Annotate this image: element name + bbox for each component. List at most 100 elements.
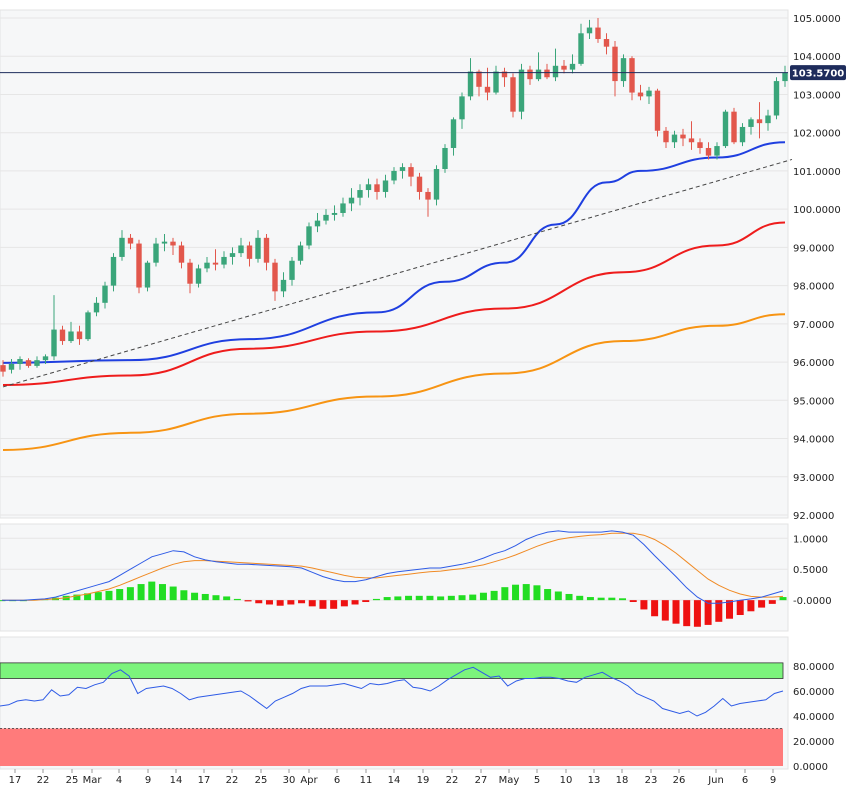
candle-body	[306, 226, 312, 246]
candle-body	[476, 71, 482, 87]
candle-body	[127, 237, 134, 244]
x-tick-label: 17	[9, 775, 22, 786]
macd-histogram-bar	[287, 600, 295, 605]
moving-averages	[2, 141, 786, 452]
price-y-tick-label: 98.0000	[793, 282, 834, 293]
candle-body	[85, 312, 91, 340]
macd-histogram-bar	[201, 593, 209, 601]
candle-body	[722, 111, 729, 147]
candle-body	[178, 245, 185, 263]
price-y-tick-label: 93.0000	[793, 473, 834, 484]
candle-body	[8, 363, 15, 370]
macd-histogram-bar	[758, 600, 766, 608]
macd-histogram-bar	[73, 594, 81, 601]
price-y-tick-label: 99.0000	[793, 243, 834, 254]
x-tick-label: Apr	[300, 775, 318, 786]
candle-body	[153, 243, 159, 263]
macd-histogram-bar	[608, 597, 616, 601]
candle-body	[51, 329, 57, 357]
x-tick-label: 5	[534, 775, 540, 786]
macd-histogram-bar	[319, 600, 327, 609]
x-tick-label: 22	[446, 775, 459, 786]
macd-histogram-bar	[586, 597, 594, 601]
macd-histogram-bar	[137, 584, 145, 601]
last-price-label: 103.5700	[792, 69, 845, 80]
candle-body	[391, 170, 397, 181]
macd-histogram-bar	[447, 595, 455, 601]
candle-body	[705, 147, 712, 156]
candle-body	[212, 262, 219, 265]
x-tick-label: 22	[226, 775, 239, 786]
macd-histogram-bar	[512, 584, 520, 601]
x-tick-label: 14	[170, 775, 183, 786]
price-y-tick-label: 103.0000	[793, 90, 841, 101]
macd-histogram-bar	[383, 597, 391, 601]
candle-body	[255, 237, 261, 259]
candle-body	[765, 115, 771, 124]
macd-histogram-bar	[84, 593, 92, 601]
macd-histogram-bar	[244, 600, 252, 602]
candle-body	[637, 92, 644, 97]
x-tick-label: 6	[742, 775, 748, 786]
candle-body	[408, 167, 414, 177]
x-tick-label: 9	[145, 775, 151, 786]
x-tick-label: 13	[588, 775, 601, 786]
macd-histogram-bar	[126, 587, 134, 601]
candle-body	[484, 86, 491, 93]
rsi-line	[0, 666, 784, 717]
price-y-tick-label: 95.0000	[793, 396, 834, 407]
macd-histogram-bar	[233, 598, 241, 601]
candle-body	[59, 329, 66, 342]
x-tick-label: 14	[388, 775, 401, 786]
rsi-oversold-zone	[0, 728, 783, 766]
rsi-y-tick-label: 0.0000	[793, 762, 828, 773]
macd-histogram-bar	[426, 595, 434, 601]
candle-body	[671, 134, 678, 143]
candle-body	[416, 176, 423, 192]
macd-histogram-bar	[661, 600, 669, 621]
macd-histogram-bar	[458, 595, 466, 601]
candle-body	[17, 359, 23, 364]
candle-body	[297, 245, 304, 261]
macd-histogram-bar	[308, 600, 316, 607]
candle-body	[620, 58, 627, 82]
x-tick-label: 30	[283, 775, 296, 786]
macd-panel: 1.0000 0.5000 -0.0000	[0, 523, 832, 632]
candle-body	[612, 46, 618, 82]
candle-body	[195, 268, 202, 284]
candle-body	[170, 241, 176, 246]
candle-body	[510, 77, 516, 112]
x-tick-label: 17	[198, 775, 211, 786]
x-tick-label: 27	[475, 775, 488, 786]
rsi-overbought-zone-border	[0, 662, 784, 679]
candle-body	[595, 27, 601, 40]
candle-body	[110, 256, 117, 286]
macd-y-tick-label: 1.0000	[793, 534, 828, 545]
macd-line	[2, 530, 784, 604]
macd-histogram-bar	[212, 595, 220, 601]
candle-body	[25, 360, 32, 366]
candle-body	[688, 138, 695, 143]
candle-body	[144, 262, 151, 288]
candle-body	[501, 71, 508, 78]
macd-histogram-bar	[372, 598, 380, 601]
candle-body	[578, 33, 584, 64]
price-y-tick-label: 104.0000	[793, 52, 841, 63]
moving-average-line-0	[2, 141, 786, 364]
macd-histogram-bar	[94, 592, 102, 601]
macd-histogram-bar	[736, 600, 744, 616]
x-tick-label: 25	[255, 775, 268, 786]
macd-histogram-bar	[779, 597, 787, 601]
macd-histogram-bar	[619, 598, 627, 601]
candle-body	[68, 331, 74, 342]
x-tick-label: 22	[37, 775, 50, 786]
candle-body	[518, 69, 525, 112]
moving-average-line-2	[2, 313, 786, 452]
macd-histogram-bar	[747, 600, 755, 612]
candle-body	[42, 356, 49, 361]
candle-body	[136, 243, 142, 288]
candle-body	[272, 262, 278, 292]
candle-body	[102, 285, 108, 303]
candle-body	[561, 65, 567, 70]
rsi-zones	[0, 662, 784, 766]
